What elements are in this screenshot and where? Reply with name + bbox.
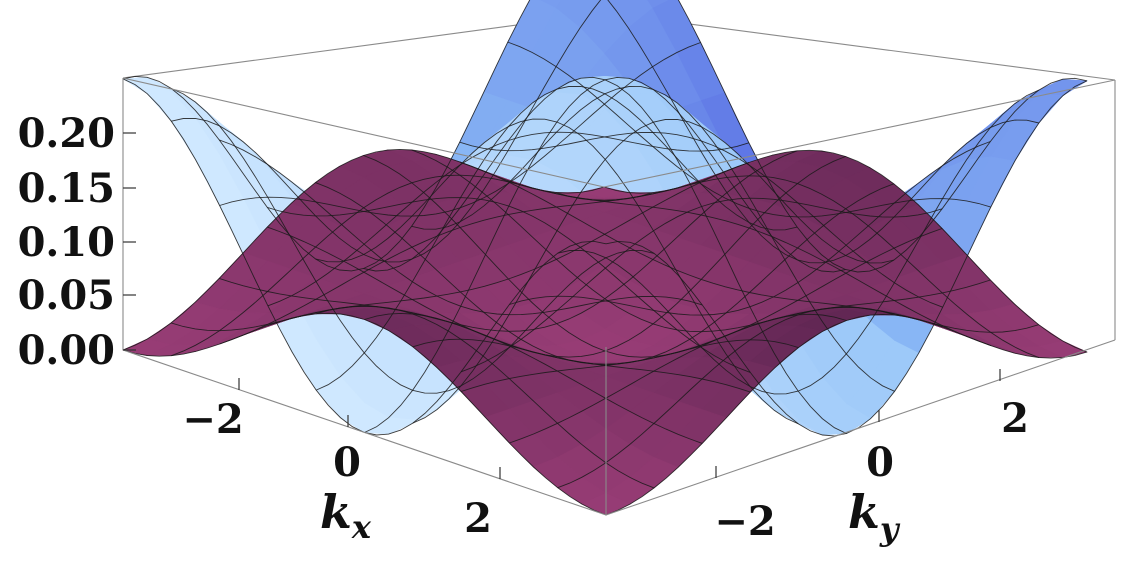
z-tick-label: 0.00 <box>18 327 115 374</box>
lower-mesh-line <box>603 149 1088 353</box>
plot-box-front <box>122 77 1116 516</box>
y-axis: −2 0 2 ky <box>714 369 1029 548</box>
upper-mesh-line <box>412 118 894 424</box>
lower-mesh-line <box>412 183 894 365</box>
y-axis-label: ky <box>848 485 901 548</box>
x-tick-label: 0 <box>333 439 361 486</box>
x-tick-label: −2 <box>182 396 243 443</box>
lower-mesh-line <box>555 175 1040 358</box>
z-axis: 0.00 0.05 0.10 0.15 0.20 <box>18 110 136 374</box>
upper-mesh-line <box>363 76 847 434</box>
z-tick-label: 0.10 <box>18 219 115 266</box>
z-tick-label: 0.15 <box>18 165 115 212</box>
y-tick-label: 0 <box>866 439 894 486</box>
y-tick-label: −2 <box>714 498 775 545</box>
upper-mesh-line <box>459 131 943 308</box>
surface-mesh <box>122 0 1088 516</box>
upper-mesh-line <box>605 80 1088 437</box>
lower-mesh-line <box>460 228 943 392</box>
upper-mesh-line <box>460 197 943 373</box>
upper-mesh-line <box>607 0 1040 264</box>
lower-mesh-line <box>557 306 1039 489</box>
x-tick-label: 2 <box>464 495 492 542</box>
lower-mesh-line <box>605 313 1088 516</box>
upper-mesh-line <box>557 89 1039 395</box>
y-tick-label: 2 <box>1001 395 1029 442</box>
upper-mesh-line <box>677 0 1088 273</box>
upper-surface-cell <box>646 0 670 9</box>
upper-mesh-line <box>411 86 895 392</box>
x-axis-label: kx <box>320 485 372 546</box>
x-axis: −2 0 2 kx <box>182 378 501 546</box>
z-tick-label: 0.05 <box>18 272 115 319</box>
upper-mesh-line <box>509 141 991 316</box>
z-tick-label: 0.20 <box>18 110 115 157</box>
lower-mesh-line <box>509 279 991 444</box>
